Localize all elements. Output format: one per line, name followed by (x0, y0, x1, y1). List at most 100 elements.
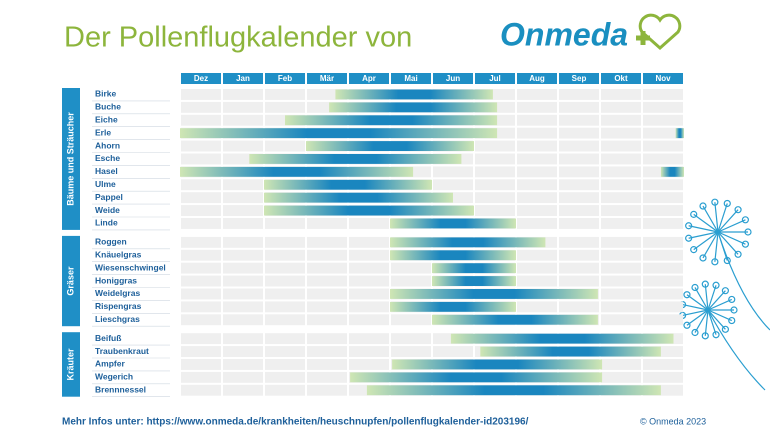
chart-title: Der Pollenflugkalender von (64, 22, 412, 54)
plant-label: Brennnessel (95, 385, 146, 395)
cell (643, 153, 683, 165)
cell (475, 140, 515, 152)
plant-label: Esche (95, 153, 120, 163)
cell (349, 359, 389, 370)
seed (728, 295, 736, 304)
cell (601, 89, 641, 100)
month-label: Jan (236, 74, 250, 83)
pollen-bar (366, 385, 661, 396)
plant-label: Hasel (95, 166, 118, 176)
cell (559, 192, 599, 204)
cell (265, 218, 305, 229)
cell (223, 218, 263, 229)
seed-stem (707, 298, 732, 311)
seed-stem (682, 304, 709, 311)
seed (728, 316, 736, 325)
seed (712, 331, 720, 339)
cell (223, 275, 263, 287)
cell (223, 192, 263, 204)
pollen-bar (390, 301, 516, 312)
plant-label: Lieschgras (95, 314, 140, 324)
cell (643, 346, 683, 357)
month-label: Mai (404, 74, 417, 83)
cell (517, 140, 557, 152)
group-box (62, 235, 80, 327)
cell (223, 359, 263, 370)
pollen-bar (390, 218, 516, 229)
cell (265, 359, 305, 370)
cell (181, 314, 221, 326)
cell (223, 205, 263, 216)
cell (349, 249, 389, 261)
cell (307, 288, 347, 300)
plant-label: Wegerich (95, 372, 133, 382)
cell (349, 346, 389, 357)
seed (744, 228, 752, 236)
cell (181, 140, 221, 152)
cell (181, 262, 221, 274)
plant-label: Weide (95, 205, 120, 215)
cell (433, 179, 473, 191)
cell (517, 89, 557, 100)
cell (181, 236, 221, 248)
cell (601, 249, 641, 261)
cell (601, 205, 641, 216)
cell (223, 288, 263, 300)
cell (559, 218, 599, 229)
cell (307, 301, 347, 313)
cell (475, 89, 515, 100)
pollen-bar (350, 372, 603, 383)
cell (517, 179, 557, 191)
month-header (643, 73, 683, 84)
seed-stem (707, 285, 717, 311)
seed (701, 332, 709, 340)
cell (223, 314, 263, 326)
cell (601, 153, 641, 165)
plant-label: Traubenkraut (95, 346, 149, 356)
cell (643, 249, 683, 261)
pollen-bar (306, 141, 474, 151)
cell (223, 249, 263, 261)
cell (349, 288, 389, 300)
cell (517, 275, 557, 287)
seed-stem (686, 294, 709, 311)
month-header (307, 73, 347, 84)
pollen-bar (480, 346, 661, 357)
cell (307, 384, 347, 396)
cell (307, 346, 347, 357)
cell (181, 101, 221, 113)
pollen-bar (180, 166, 414, 177)
seed-stem (694, 309, 709, 333)
plant-label: Beifuß (95, 333, 121, 343)
cell (349, 236, 389, 248)
seed-stem (714, 231, 719, 262)
plant-label: Eiche (95, 115, 118, 125)
cell (559, 153, 599, 165)
plant-label: Erle (95, 127, 111, 137)
cell (223, 114, 263, 126)
plant-label: Buche (95, 102, 121, 112)
pollen-bar (392, 359, 603, 370)
cell (223, 384, 263, 396)
cell (223, 346, 263, 357)
cell (391, 346, 431, 357)
pollen-bar (390, 289, 598, 299)
seed (741, 240, 750, 248)
cell (601, 359, 641, 370)
seed (683, 321, 691, 329)
seed-stem (688, 225, 719, 233)
seed (690, 246, 698, 254)
cell (223, 89, 263, 100)
cell (475, 192, 515, 204)
cell (181, 384, 221, 396)
plant-label: Pappel (95, 192, 123, 202)
seed (691, 283, 699, 292)
seed (721, 325, 729, 333)
cell (181, 371, 221, 383)
seed-stem (717, 231, 746, 245)
month-header (433, 73, 473, 84)
seed-stem (717, 203, 728, 233)
group-label: Gräser (65, 266, 75, 296)
cell (559, 205, 599, 216)
cell (559, 249, 599, 261)
